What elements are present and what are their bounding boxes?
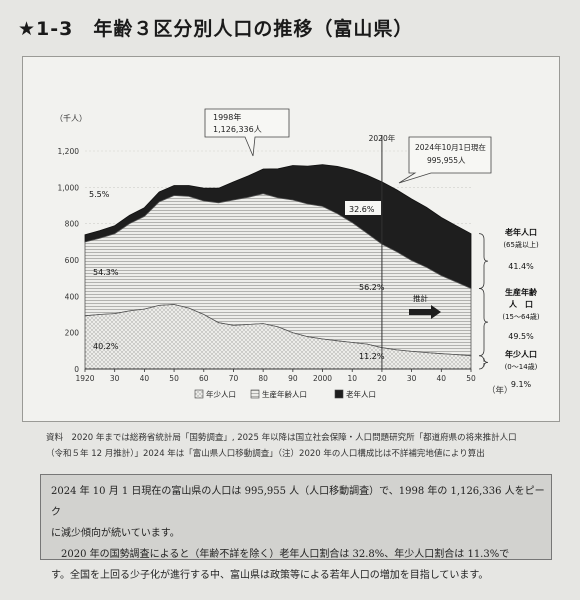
callout-1998-line: 1998年 — [213, 112, 241, 122]
summary-box: 2024 年 10 月 1 日現在の富山県の人口は 995,955 人（人口移動… — [40, 474, 552, 581]
y-unit-label: （千人） — [55, 113, 87, 123]
summary-line: 2024 年 10 月 1 日現在の富山県の人口は 995,955 人（人口移動… — [51, 486, 545, 518]
brace — [478, 288, 489, 357]
pct-label-bg — [345, 201, 381, 215]
x-tick-label: 60 — [199, 374, 209, 383]
callout-2024-box — [398, 136, 492, 184]
y-tick-label: 400 — [65, 292, 80, 301]
x-tick-label: 80 — [258, 374, 268, 383]
y-tick-label: 800 — [65, 220, 80, 229]
x-tick-label: 10 — [347, 374, 357, 383]
x-axis-unit: （年） — [487, 385, 513, 396]
y-tick-label: 1,200 — [58, 147, 80, 156]
right-label-name: 生産年齢 — [505, 287, 538, 297]
x-tick-label: 70 — [229, 374, 239, 383]
x-tick-label: 30 — [407, 374, 417, 383]
x-tick-label: 50 — [169, 374, 179, 383]
population-chart: 0 200 400 600 800 1,000 1,200 （千人） 1920 30 40 50 60 7… — [55, 108, 540, 399]
brace — [478, 355, 489, 370]
callout-2024-line: 995,955人 — [427, 156, 466, 165]
legend-label: 生産年齢人口 — [262, 389, 307, 399]
callout-1998-box — [204, 108, 290, 157]
pct-label: 54.3% — [93, 268, 119, 277]
right-label-pct: 41.4% — [508, 262, 534, 271]
pct-label: 5.5% — [89, 190, 110, 199]
summary-line: に減少傾向が続いています。 — [51, 528, 180, 539]
legend-swatch — [250, 389, 260, 399]
summary-text: 2024 年 10 月 1 日現在の富山県の人口は 995,955 人（人口移動… — [51, 481, 545, 586]
right-label-name: 人 口 — [509, 299, 533, 309]
x-tick-label: 30 — [110, 374, 120, 383]
source-line: 資料 2020 年までは総務省統計局「国勢調査」, 2025 年以降は国立社会保… — [46, 433, 517, 443]
right-label-name: (0～14歳) — [505, 362, 538, 371]
brace — [478, 233, 489, 289]
page-title: ★1-3 年齢３区分別人口の推移（富山県） — [18, 18, 414, 40]
x-tick-label: 90 — [288, 374, 298, 383]
y-tick-label: 200 — [65, 329, 80, 338]
projection-label: 推計 — [413, 293, 428, 303]
legend-swatch — [334, 389, 344, 399]
y-tick-label: 0 — [74, 365, 79, 374]
x-tick-label: 40 — [437, 374, 447, 383]
source-line: （令和５年 12 月推計）」2024 年は「富山県人口移動調査」（注）2020 … — [46, 449, 485, 459]
projection-arrow — [409, 305, 441, 319]
right-label-name: 年少人口 — [505, 349, 537, 359]
callout-2024-line: 2024年10月1日現在 — [415, 142, 486, 152]
legend-label: 老年人口 — [346, 389, 376, 399]
pct-label: 56.2% — [359, 283, 385, 292]
summary-line: す。全国を上回る少子化が進行する中、富山県は政策等による若年人口の増加を目指して… — [51, 570, 489, 581]
right-label-name: 老年人口 — [504, 227, 537, 237]
x-tick-label: 20 — [377, 374, 387, 383]
x-tick-label: 40 — [140, 374, 150, 383]
x-tick-label: 50 — [466, 374, 476, 383]
chart-frame: 0 200 400 600 800 1,000 1,200 （千人） 1920 30 40 50 60 7… — [22, 56, 560, 422]
pct-label: 40.2% — [93, 342, 119, 351]
right-label-name: (15～64歳) — [502, 312, 540, 321]
legend-label: 年少人口 — [206, 389, 236, 399]
y-tick-label: 1,000 — [58, 183, 80, 192]
right-label-pct: 49.5% — [508, 332, 534, 341]
summary-line: 2020 年の国勢調査によると（年齢不詳を除く）老年人口割合は 32.8%、年少… — [51, 549, 510, 560]
source-note: 資料 2020 年までは総務省統計局「国勢調査」, 2025 年以降は国立社会保… — [46, 430, 546, 462]
pct-label: 32.6% — [349, 205, 375, 214]
callout-1998-line: 1,126,336人 — [213, 125, 262, 134]
right-label-name: (65歳以上) — [503, 240, 539, 249]
x-tick-label: 2000 — [313, 374, 332, 383]
legend-swatch — [194, 389, 204, 399]
right-label-pct: 9.1% — [511, 380, 532, 389]
x-tick-label: 1920 — [75, 374, 94, 383]
y-tick-label: 600 — [65, 256, 80, 265]
pct-label: 11.2% — [359, 352, 385, 361]
label-2020: 2020年 — [369, 133, 396, 143]
